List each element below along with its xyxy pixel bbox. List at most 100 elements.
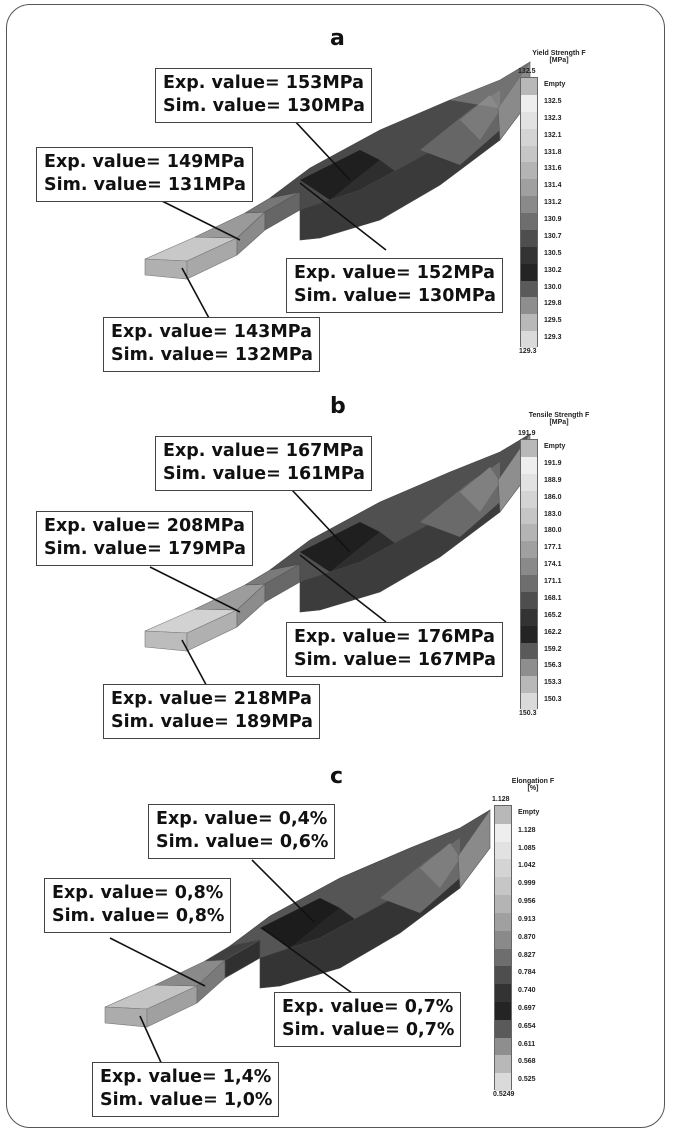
legend-swatch	[521, 297, 537, 315]
casting-geometry	[104, 809, 491, 1028]
legend-tick-label: 186.0	[544, 493, 562, 501]
legend-min: 0.5249	[493, 1091, 515, 1098]
legend-swatch	[521, 314, 537, 332]
exp-value: Exp. value= 152MPa	[294, 263, 495, 283]
legend-tick-label: 131.4	[544, 182, 562, 190]
legend-colorbar	[520, 439, 538, 710]
legend-tick-label: 129.8	[544, 300, 562, 308]
legend-swatch	[495, 859, 511, 878]
callout-top: Exp. value= 167MPa Sim. value= 161MPa	[155, 436, 372, 491]
legend-swatch	[521, 473, 537, 491]
legend-tick-label: 0.999	[518, 880, 536, 888]
legend-unit: [MPa]	[549, 419, 569, 426]
legend-swatch	[495, 823, 511, 842]
legend-swatch	[495, 948, 511, 967]
sim-value: Sim. value= 179MPa	[44, 539, 246, 559]
panel-a: a Exp. value= 153MPa Sim. va	[0, 0, 673, 375]
sim-value: Sim. value= 0,6%	[156, 832, 329, 852]
legend-tick-label: 180.0	[544, 527, 562, 535]
legend-tick-label: 131.2	[544, 199, 562, 207]
legend-swatch	[521, 507, 537, 525]
legend-swatch	[521, 179, 537, 197]
casting-model	[144, 61, 531, 321]
sim-value: Sim. value= 1,0%	[100, 1090, 273, 1110]
legend-swatch	[495, 966, 511, 985]
sim-value: Sim. value= 189MPa	[111, 712, 313, 732]
exp-value: Exp. value= 218MPa	[111, 689, 312, 709]
legend-swatch	[495, 806, 511, 824]
panel-letter: b	[330, 394, 346, 419]
legend-swatch	[521, 162, 537, 180]
legend-tick-label: 0.913	[518, 915, 536, 923]
exp-value: Exp. value= 149MPa	[44, 152, 245, 172]
legend-swatch	[521, 78, 537, 95]
legend-swatch	[495, 912, 511, 931]
legend-swatch	[495, 1037, 511, 1056]
legend-swatch	[521, 111, 537, 129]
exp-value: Exp. value= 167MPa	[163, 441, 364, 461]
legend-swatch	[521, 575, 537, 592]
exp-value: Exp. value= 176MPa	[294, 627, 495, 647]
casting-model	[144, 433, 531, 693]
legend-swatch	[495, 984, 511, 1002]
legend-swatch	[495, 1055, 511, 1074]
legend-min: 129.3	[519, 348, 537, 355]
legend-swatch	[521, 558, 537, 575]
leader-lines	[149, 117, 387, 321]
exp-value: Exp. value= 143MPa	[111, 322, 312, 342]
callout-left: Exp. value= 149MPa Sim. value= 131MPa	[36, 147, 253, 202]
legend-tick-label: 129.5	[544, 317, 562, 325]
exp-value: Exp. value= 0,4%	[156, 809, 328, 829]
legend-tick-label: 131.8	[544, 148, 562, 156]
legend-swatch	[521, 524, 537, 542]
exp-value: Exp. value= 208MPa	[44, 516, 245, 536]
legend-empty-label: Empty	[544, 81, 566, 88]
legend-empty-label: Empty	[544, 443, 566, 450]
legend-swatch	[521, 145, 537, 163]
legend-max: 1.128	[492, 796, 510, 803]
exp-value: Exp. value= 0,7%	[282, 997, 454, 1017]
legend-tick-label: 130.7	[544, 232, 562, 240]
legend-swatch	[521, 659, 537, 677]
legend-max: 132.5	[518, 68, 536, 75]
leader-lines	[149, 489, 387, 693]
legend-tick-label: 1.042	[518, 862, 536, 870]
legend-tick-label: 150.3	[544, 696, 562, 704]
legend-tick-label: 0.956	[518, 898, 536, 906]
legend-tick-label: 131.6	[544, 165, 562, 173]
legend-max: 191.9	[518, 430, 536, 437]
legend-title-line: Tensile Strength F	[528, 412, 590, 419]
legend-tick-label: 130.9	[544, 216, 562, 223]
legend-swatch	[521, 625, 537, 643]
legend-tick-label: 171.1	[544, 578, 562, 585]
legend-swatch	[521, 591, 537, 609]
sim-value: Sim. value= 130MPa	[294, 286, 496, 306]
panel-letter: a	[330, 26, 345, 51]
legend-swatch	[495, 1019, 511, 1038]
leader-lines	[109, 859, 353, 1079]
legend-swatch	[495, 877, 511, 896]
legend-swatch	[495, 1001, 511, 1020]
legend-colorbar	[520, 77, 538, 348]
legend-min: 150.3	[519, 710, 537, 717]
callout-bottom: Exp. value= 218MPa Sim. value= 189MPa	[103, 684, 320, 739]
legend-tick-label: 177.1	[544, 544, 562, 552]
legend-tick-label: 0.611	[518, 1040, 536, 1048]
legend-title: Yield Strength F [MPa]	[524, 50, 594, 64]
legend-unit: [MPa]	[549, 57, 569, 64]
legend-tick-label: 130.2	[544, 266, 562, 274]
callout-right: Exp. value= 152MPa Sim. value= 130MPa	[286, 258, 503, 313]
legend-tick-label: 174.1	[544, 561, 562, 569]
callout-top: Exp. value= 0,4% Sim. value= 0,6%	[148, 804, 336, 859]
legend-swatch	[521, 128, 537, 146]
legend-title: Elongation F [%]	[498, 778, 568, 792]
legend-swatch	[521, 440, 537, 457]
exp-value: Exp. value= 1,4%	[100, 1067, 272, 1087]
legend-tick-label: 130.5	[544, 249, 562, 257]
legend-swatch	[521, 196, 537, 213]
sim-value: Sim. value= 161MPa	[163, 464, 365, 484]
sim-value: Sim. value= 130MPa	[163, 96, 365, 116]
legend-tick-label: 132.1	[544, 131, 562, 139]
legend-tick-label: 0.654	[518, 1022, 536, 1030]
callout-left: Exp. value= 208MPa Sim. value= 179MPa	[36, 511, 253, 566]
